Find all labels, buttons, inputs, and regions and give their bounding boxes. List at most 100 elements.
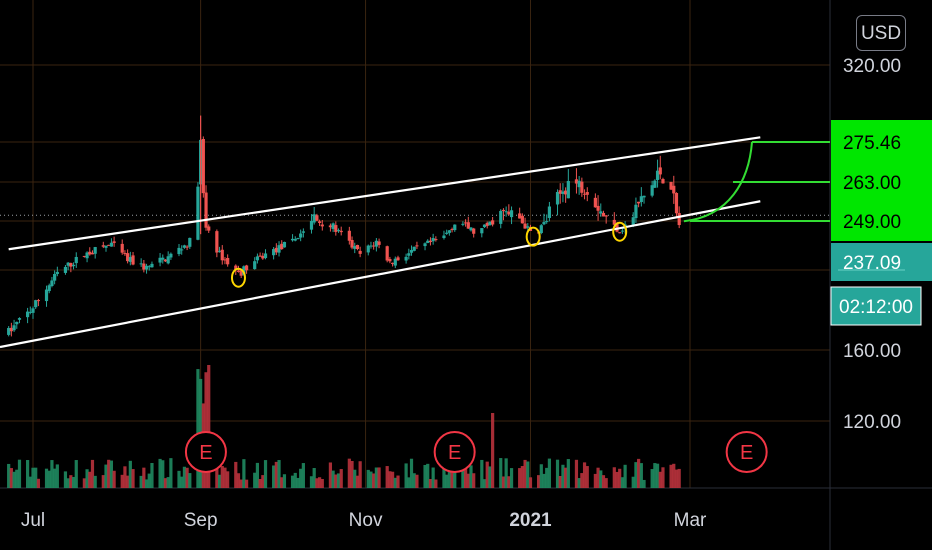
candle xyxy=(604,215,608,224)
candle xyxy=(15,321,19,329)
candle-body xyxy=(634,204,638,219)
volume-bar xyxy=(196,369,200,488)
candle-body xyxy=(17,318,22,320)
candle xyxy=(161,254,165,264)
candle xyxy=(472,227,476,238)
candle xyxy=(501,208,506,221)
candle xyxy=(126,249,130,264)
candle-body xyxy=(331,223,335,229)
candle-body xyxy=(582,193,587,195)
candle xyxy=(282,241,287,248)
candle xyxy=(388,256,392,264)
volume-bar xyxy=(482,479,487,488)
volume-bar xyxy=(293,472,297,488)
candle-body xyxy=(150,263,154,268)
candle-body xyxy=(672,185,676,194)
volume-bar xyxy=(507,476,511,488)
candle xyxy=(404,253,408,264)
volume-bar xyxy=(85,469,89,488)
volume-bar xyxy=(353,469,357,488)
volume-bar xyxy=(442,463,446,488)
candle-body xyxy=(104,245,108,248)
pivot-circle xyxy=(612,221,628,242)
candle xyxy=(655,159,660,188)
candle xyxy=(653,179,657,189)
candle xyxy=(445,229,449,235)
candle-body xyxy=(593,197,597,208)
volume-bar xyxy=(536,475,541,488)
candle xyxy=(385,245,389,263)
volume-bar xyxy=(615,471,619,488)
candle xyxy=(374,238,378,252)
candle xyxy=(412,246,416,252)
candle-body xyxy=(480,228,484,234)
volume-bar xyxy=(558,475,562,488)
candle xyxy=(101,241,105,249)
volume-bar xyxy=(509,468,514,488)
volume-bar xyxy=(407,477,411,488)
volume-bar xyxy=(518,468,522,488)
volume-bar xyxy=(612,467,616,488)
countdown-tag: 02:12:00 xyxy=(830,286,922,326)
candle-body xyxy=(128,257,132,262)
earnings-label: E xyxy=(448,442,461,464)
candle xyxy=(523,217,527,229)
volume-bar xyxy=(71,476,76,488)
candle-body xyxy=(226,257,230,265)
volume-bar xyxy=(428,478,433,488)
candle-body xyxy=(272,249,276,256)
candle-body xyxy=(463,222,468,224)
earnings-marker[interactable]: E xyxy=(725,431,768,473)
candle xyxy=(509,206,514,225)
candle xyxy=(520,213,524,224)
candle-body xyxy=(350,240,354,248)
candle-body xyxy=(180,249,184,251)
candle xyxy=(217,246,222,253)
candle xyxy=(336,228,341,233)
volume-bar xyxy=(296,477,300,488)
candle-body xyxy=(88,251,92,255)
volume-bar xyxy=(282,474,287,488)
volume-bars xyxy=(7,364,681,488)
candle-body xyxy=(93,247,97,254)
candle xyxy=(253,257,257,270)
earnings-label: E xyxy=(199,442,212,464)
candle xyxy=(466,216,470,229)
volume-bar xyxy=(50,460,54,488)
candle-body xyxy=(69,263,73,267)
volume-bar xyxy=(409,458,414,488)
earnings-marker[interactable]: E xyxy=(433,431,476,473)
candle xyxy=(423,242,427,251)
candle-body xyxy=(655,170,660,180)
volume-bar xyxy=(309,476,314,488)
last-price-tag: 237.09 xyxy=(831,243,932,281)
candle xyxy=(104,245,108,252)
candle xyxy=(542,213,546,226)
candle-body xyxy=(328,225,333,228)
candle xyxy=(82,255,86,258)
earnings-marker[interactable]: E xyxy=(184,431,227,473)
candle xyxy=(131,252,135,266)
candle xyxy=(66,262,70,271)
candle xyxy=(482,224,487,228)
candle xyxy=(258,252,262,257)
candle-body xyxy=(396,257,400,261)
volume-bar xyxy=(574,459,579,488)
target-tag-label: 275.46 xyxy=(843,133,901,154)
candle xyxy=(169,252,173,260)
volume-bar xyxy=(120,474,124,488)
candle xyxy=(150,261,154,268)
candle xyxy=(277,241,281,257)
candle-body xyxy=(585,192,589,195)
candle-body xyxy=(255,256,260,261)
volume-bar xyxy=(650,469,654,488)
candle xyxy=(31,306,35,319)
volume-bar xyxy=(163,478,168,488)
volume-bar xyxy=(142,467,146,488)
candle-body xyxy=(509,210,514,218)
candle-body xyxy=(661,179,665,184)
volume-bar xyxy=(204,372,208,488)
currency-button[interactable]: USD xyxy=(856,15,906,51)
